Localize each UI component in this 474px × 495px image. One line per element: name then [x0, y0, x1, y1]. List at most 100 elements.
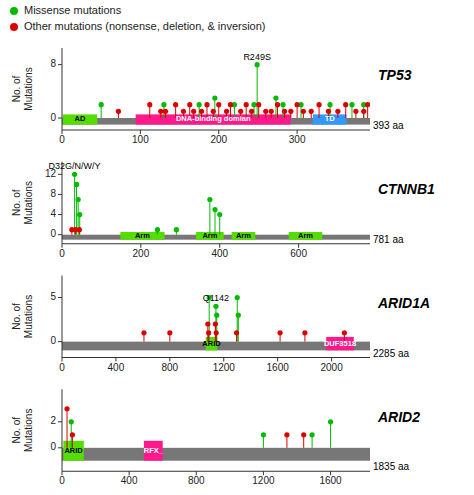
- mutation-dot: [224, 109, 229, 114]
- gene-name: ARID1A: [377, 295, 430, 311]
- length-label: 1835 aa: [373, 461, 410, 472]
- y-tick-label: 8: [50, 188, 56, 199]
- mutation-dot: [275, 102, 280, 107]
- gene-name: CTNNB1: [378, 181, 435, 197]
- legend-label: Missense mutations: [24, 4, 122, 16]
- x-axis: [62, 243, 370, 244]
- legend-marker: [10, 23, 18, 31]
- mutation-dot: [288, 109, 293, 114]
- panel: ARIDRFX_020400800120016001835 aaARID2No.…: [11, 389, 420, 486]
- mutation-dot: [197, 102, 202, 107]
- mutation-dot: [249, 109, 254, 114]
- chart-root: Missense mutations Other mutations (nonse…: [0, 0, 474, 495]
- domain-label: Arm: [135, 231, 150, 240]
- mutation-dot: [301, 432, 306, 437]
- mutation-dot: [163, 109, 168, 114]
- mutation-dot: [181, 109, 186, 114]
- length-label: 781 aa: [373, 234, 404, 245]
- mutation-dot: [204, 102, 209, 107]
- mutation-dot: [173, 102, 178, 107]
- y-tick: [58, 447, 62, 448]
- x-axis: [62, 130, 370, 131]
- mutation-dot: [74, 182, 79, 187]
- y-axis-label-line: Mutations: [23, 409, 34, 452]
- y-axis-label: No. ofMutations: [11, 295, 34, 338]
- x-tick-label: 1600: [319, 475, 342, 486]
- annotation: D32G/N/W/Y: [49, 161, 101, 171]
- mutation-dot: [155, 227, 160, 232]
- x-tick-label: 0: [59, 362, 65, 373]
- plot-area: [62, 406, 370, 461]
- length-label: 393 aa: [373, 120, 404, 131]
- x-tick-label: 800: [161, 362, 178, 373]
- plot-area: [62, 62, 370, 125]
- mutation-dot: [187, 102, 192, 107]
- mutation-dot: [214, 330, 219, 335]
- mutation-dot: [301, 109, 306, 114]
- mutation-dot: [70, 432, 75, 437]
- mutation-dot: [295, 102, 300, 107]
- y-axis-label: No. ofMutations: [11, 409, 34, 452]
- mutation-dot: [213, 321, 218, 326]
- mutation-dot: [238, 109, 243, 114]
- mutation-dot: [116, 109, 121, 114]
- plot-area: [62, 172, 370, 240]
- x-tick-label: 400: [121, 475, 138, 486]
- mutation-dot: [214, 313, 219, 318]
- domain-label: TD: [325, 114, 336, 123]
- mutation-dot: [76, 197, 81, 202]
- legend-label: Other mutations (nonsense, deletion, & i…: [24, 20, 266, 32]
- annotation: Q1142: [203, 293, 229, 303]
- domain-label: Arm: [298, 231, 313, 240]
- domain-label: ARID: [202, 339, 221, 348]
- y-axis-label-line: Mutations: [23, 295, 34, 338]
- stem: [76, 184, 77, 234]
- mutation-dot: [77, 212, 82, 217]
- domain-label: ARID: [64, 446, 83, 455]
- mutation-dot: [353, 109, 358, 114]
- panel: ARIDDUF35180504008001200160020002285 aaA…: [11, 276, 430, 373]
- x-tick-label: 1600: [267, 362, 290, 373]
- y-tick-label: 0: [50, 335, 56, 346]
- x-tick-label: 2000: [320, 362, 343, 373]
- mutation-dot: [244, 102, 249, 107]
- domain-label: AD: [75, 114, 86, 123]
- mutation-dot: [206, 330, 211, 335]
- protein-backbone: [62, 448, 370, 461]
- mutation-dot: [342, 330, 347, 335]
- mutation-dot: [282, 109, 287, 114]
- y-tick-label: 0: [50, 228, 56, 239]
- x-tick-label: 600: [290, 248, 307, 259]
- mutation-dot: [365, 102, 370, 107]
- y-axis-label-line: No. of: [11, 189, 22, 216]
- mutation-dot: [199, 109, 204, 114]
- domain-label: DUF3518: [324, 339, 356, 348]
- mutation-dot: [361, 109, 366, 114]
- mutation-dot: [64, 406, 69, 411]
- stem: [238, 315, 239, 341]
- mutation-dot: [212, 95, 217, 100]
- length-label: 2285 aa: [373, 348, 410, 359]
- stem: [257, 65, 258, 118]
- x-tick-label: 800: [188, 475, 205, 486]
- mutation-dot: [236, 313, 241, 318]
- mutation-dot: [72, 172, 77, 177]
- mutation-dot: [141, 330, 146, 335]
- y-tick-label: 4: [50, 208, 56, 219]
- mutation-dot: [349, 102, 354, 107]
- mutation-dot: [251, 102, 256, 107]
- y-tick: [58, 64, 62, 65]
- domain-label: Arm: [202, 231, 217, 240]
- mutation-dot: [326, 109, 331, 114]
- domain: [136, 114, 291, 124]
- legend: Missense mutations Other mutations (nonse…: [10, 4, 266, 32]
- mutation-dot: [309, 109, 314, 114]
- y-tick: [58, 214, 62, 215]
- mutation-dot: [212, 207, 217, 212]
- y-tick-label: 2: [50, 415, 56, 426]
- y-axis-label: No. ofMutations: [11, 67, 34, 110]
- x-tick-label: 200: [210, 134, 227, 145]
- panel: ArmArmArmArm048120200400600781 aaCTNNB1N…: [11, 161, 435, 258]
- y-tick: [58, 234, 62, 235]
- y-axis-label-line: Mutations: [23, 67, 34, 110]
